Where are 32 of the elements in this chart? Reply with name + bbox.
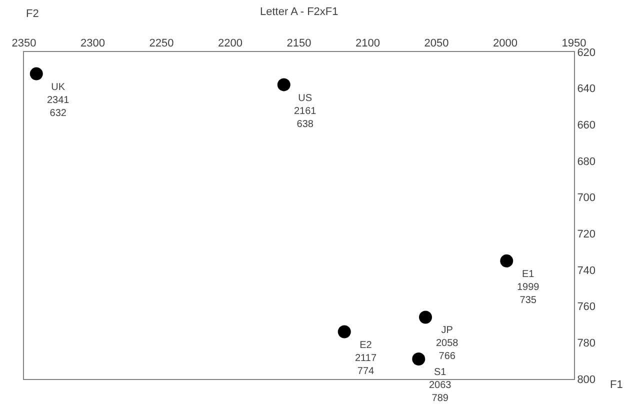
point (412, 352, 426, 366)
x-tick-label: 2150 (286, 38, 312, 50)
annotation: JP 2058 766 (436, 325, 459, 362)
point (30, 67, 43, 80)
annotation: E1 1999 735 (517, 269, 540, 306)
x-tick-label: 2100 (356, 38, 380, 50)
annotation: E2 2117 774 (355, 340, 377, 377)
y-tick-label: 780 (577, 338, 596, 350)
y-tick-label: 700 (577, 192, 596, 204)
x-axis-title: F2 (26, 8, 39, 20)
y-tick-label: 740 (577, 264, 596, 277)
y-tick-label: 720 (577, 228, 596, 241)
y-tick-label: 680 (577, 156, 596, 168)
chart-title: Letter A - F2xF1 (260, 6, 338, 18)
point (338, 325, 351, 338)
y-tick-label: 760 (577, 301, 596, 314)
point (500, 254, 514, 268)
annotation: UK 2341 632 (47, 82, 70, 119)
y-tick-label: 640 (577, 83, 596, 96)
x-tick-label: 2200 (218, 38, 242, 50)
point (419, 310, 432, 324)
point (277, 78, 290, 92)
annotation: US 2161 638 (294, 93, 317, 130)
x-tick-label: 2000 (493, 38, 518, 50)
x-tick-label: 2350 (12, 38, 36, 50)
annotation: S1 2063 789 (429, 367, 452, 404)
y-axis-title: F1 (610, 379, 623, 391)
y-tick-label: 800 (577, 374, 596, 386)
x-tick-label: 2300 (80, 38, 105, 50)
x-tick-label: 2050 (424, 38, 449, 50)
y-tick-label: 660 (577, 120, 596, 132)
x-tick-label: 2250 (149, 38, 174, 50)
